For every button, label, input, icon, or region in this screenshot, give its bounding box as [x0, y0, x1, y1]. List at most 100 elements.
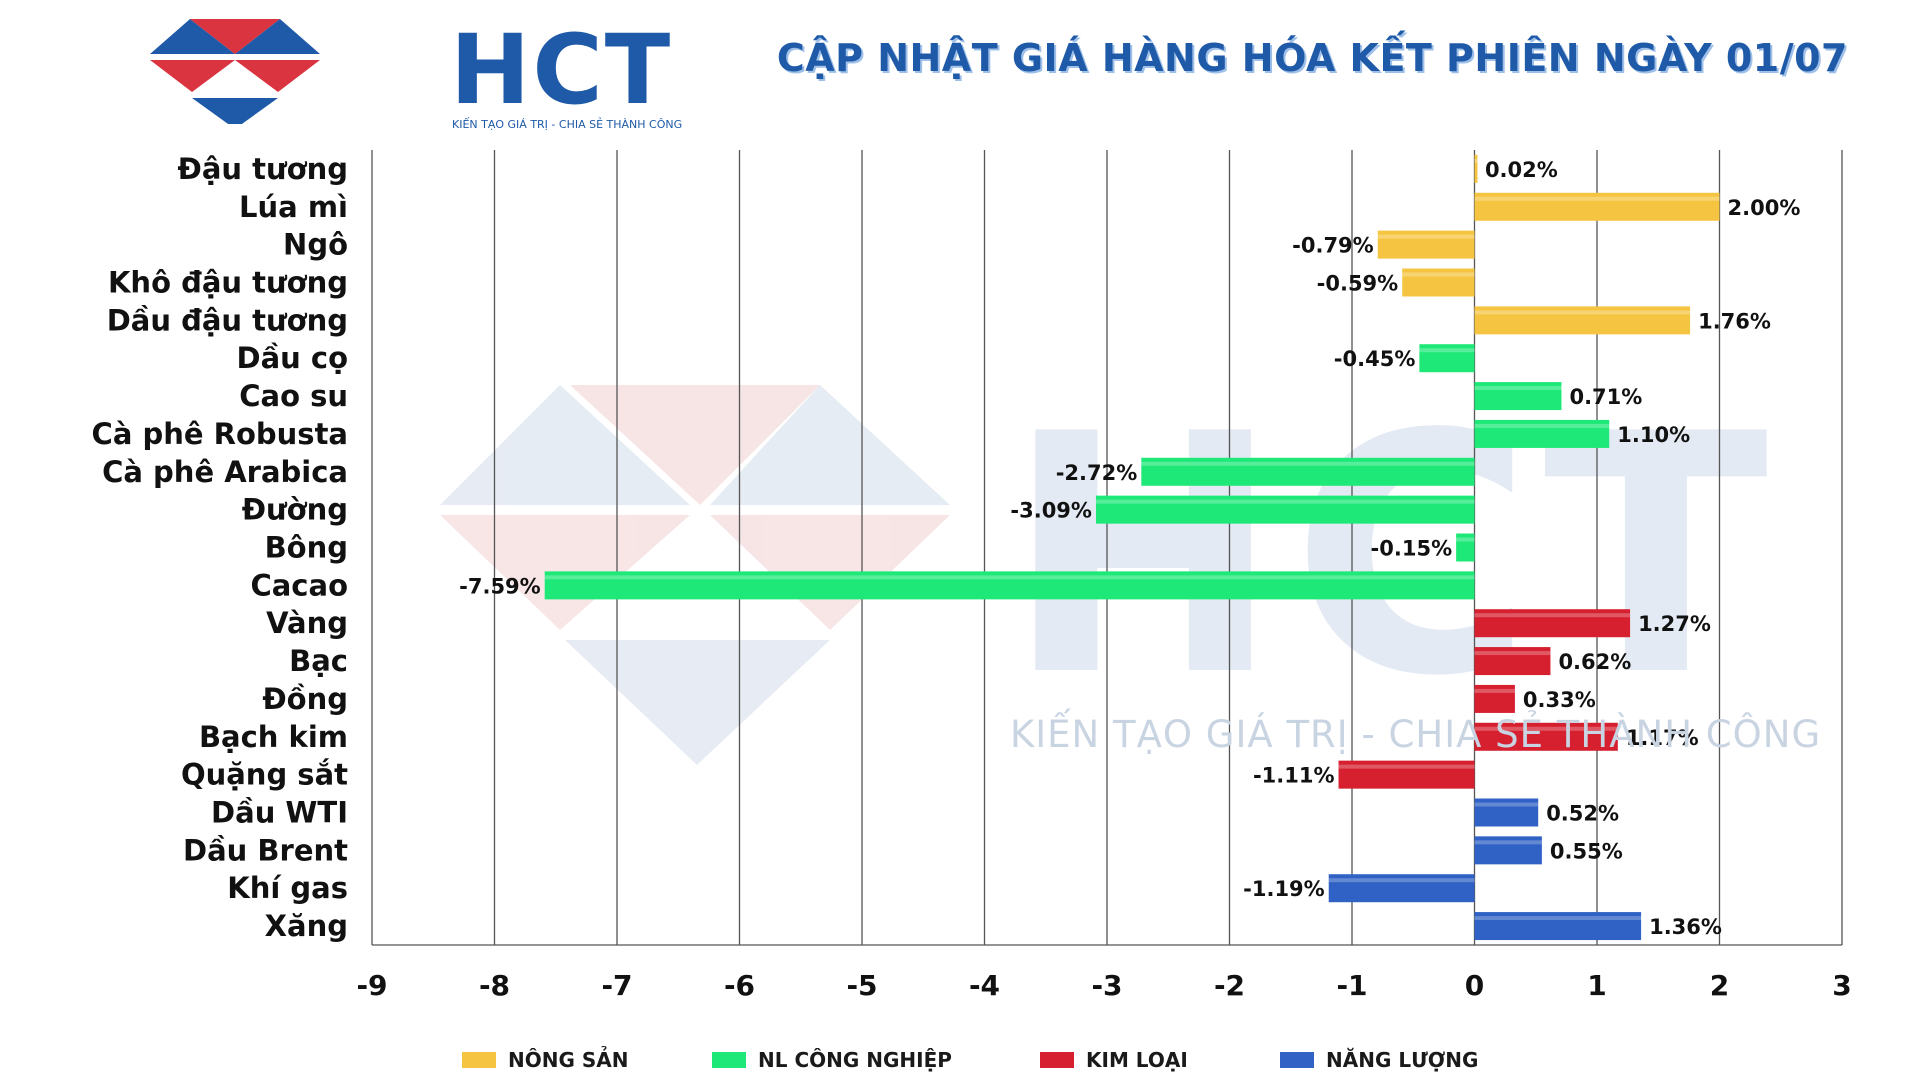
bar-highlight: [1141, 461, 1475, 466]
watermark: HCT: [440, 364, 1778, 765]
bar-highlight: [1377, 234, 1475, 239]
x-tick-label: -7: [601, 969, 632, 1002]
legend: NÔNG SẢN NL CÔNG NGHIỆP KIM LOẠI NĂNG LƯỢNG: [0, 1045, 1920, 1075]
bar-highlight: [1328, 878, 1475, 883]
category-label: Lúa mì: [239, 190, 348, 224]
category-label: Bạch kim: [199, 720, 348, 754]
category-label: Cà phê Arabica: [102, 455, 348, 489]
x-tick-label: 0: [1465, 969, 1484, 1002]
bar-highlight: [1474, 158, 1478, 163]
bar: [1338, 760, 1475, 789]
bars: [544, 154, 1720, 941]
data-label: 1.10%: [1617, 423, 1690, 447]
category-label: Cà phê Robusta: [92, 417, 348, 451]
category-label: Dầu đậu tương: [107, 303, 348, 337]
bar: [1095, 495, 1475, 524]
x-tick-label: -5: [846, 969, 877, 1002]
bar: [1456, 533, 1475, 562]
data-label: -0.45%: [1334, 347, 1416, 371]
legend-label: NL CÔNG NGHIỆP: [758, 1048, 952, 1072]
x-tick-label: -8: [479, 969, 510, 1002]
category-label: Dầu cọ: [237, 341, 349, 375]
category-label: Ngô: [283, 228, 348, 262]
bar: [1474, 684, 1515, 713]
category-label: Dầu Brent: [183, 833, 348, 867]
bar-highlight: [1474, 688, 1515, 693]
data-label: -7.59%: [459, 574, 541, 598]
data-label: 0.52%: [1546, 802, 1619, 826]
page-title: CẬP NHẬT GIÁ HÀNG HÓA KẾT PHIÊN NGÀY 01/…: [776, 36, 1848, 80]
bar-highlight: [1474, 916, 1642, 921]
category-label: Đường: [242, 493, 348, 527]
data-label: -1.11%: [1253, 764, 1335, 788]
x-tick-label: -2: [1214, 969, 1245, 1002]
bar-highlight: [1474, 651, 1551, 656]
bar: [1474, 912, 1642, 941]
legend-label: KIM LOẠI: [1086, 1048, 1188, 1072]
x-tick-label: 1: [1587, 969, 1606, 1002]
logo-tagline: KIẾN TẠO GIÁ TRỊ - CHIA SẺ THÀNH CÔNG: [452, 118, 683, 131]
watermark-logo-text: HCT: [1005, 364, 1778, 748]
data-label: 0.02%: [1485, 158, 1558, 182]
x-tick-label: -9: [356, 969, 387, 1002]
data-label: -0.59%: [1317, 272, 1399, 296]
bar-highlight: [1456, 537, 1475, 542]
bar: [1474, 836, 1542, 865]
category-label: Vàng: [266, 606, 348, 640]
category-label: Khí gas: [227, 871, 348, 905]
x-tick-label: -1: [1336, 969, 1367, 1002]
legend-swatch: [462, 1052, 496, 1068]
x-tick-label: -4: [969, 969, 1000, 1002]
bar: [1328, 874, 1475, 903]
watermark-tagline: KIẾN TẠO GIÁ TRỊ - CHIA SẺ THÀNH CÔNG: [1010, 713, 1822, 756]
data-label: -0.15%: [1371, 537, 1453, 561]
category-label: Đậu tương: [178, 152, 348, 186]
logo-text: HCT: [450, 14, 673, 126]
bar-highlight: [1474, 613, 1631, 618]
bar: [1474, 154, 1478, 183]
x-tick-label: -3: [1091, 969, 1122, 1002]
bar-highlight: [1474, 386, 1562, 391]
legend-swatch: [1280, 1052, 1314, 1068]
data-label: 1.76%: [1698, 309, 1771, 333]
bar-highlight: [544, 575, 1475, 580]
diamond-logo-icon: [150, 19, 320, 124]
legend-item: KIM LOẠI: [1040, 1045, 1188, 1075]
bar: [1474, 192, 1720, 221]
bar: [1419, 344, 1475, 373]
data-label: 1.17%: [1626, 726, 1699, 750]
category-label: Quặng sắt: [181, 758, 348, 792]
bar-highlight: [1474, 310, 1691, 315]
data-label: 2.00%: [1728, 196, 1801, 220]
bar-highlight: [1474, 423, 1610, 428]
data-label: 0.71%: [1569, 385, 1642, 409]
data-label: 0.62%: [1558, 650, 1631, 674]
hct-logo: HCT KIẾN TẠO GIÁ TRỊ - CHIA SẺ THÀNH CÔN…: [150, 14, 682, 131]
data-label: -3.09%: [1010, 499, 1092, 523]
category-label: Cao su: [239, 379, 348, 413]
x-tick-label: 2: [1710, 969, 1729, 1002]
legend-label: NÔNG SẢN: [508, 1048, 629, 1072]
category-label: Cacao: [250, 568, 348, 602]
bar: [1474, 382, 1562, 411]
x-tick-label: 3: [1832, 969, 1851, 1002]
data-label: 1.27%: [1638, 612, 1711, 636]
bar-highlight: [1419, 348, 1475, 353]
bar: [1474, 798, 1539, 827]
bar-highlight: [1474, 802, 1539, 807]
labels: -9 -8 -7 -6 -5 -4 -3 -2 -1 0 1 2 3 Đậu tương 0.02% Lúa …: [92, 152, 1852, 1002]
bar-highlight: [1338, 764, 1475, 769]
bar: [1474, 419, 1610, 448]
legend-label: NĂNG LƯỢNG: [1326, 1048, 1479, 1072]
legend-item: NL CÔNG NGHIỆP: [712, 1045, 952, 1075]
data-label: -2.72%: [1056, 461, 1138, 485]
data-label: 1.36%: [1649, 915, 1722, 939]
data-label: 0.55%: [1550, 839, 1623, 863]
bar: [1474, 647, 1551, 676]
bar: [1474, 609, 1631, 638]
x-tick-label: -6: [724, 969, 755, 1002]
bar: [544, 571, 1475, 600]
legend-item: NĂNG LƯỢNG: [1280, 1045, 1478, 1075]
category-label: Dầu WTI: [211, 796, 348, 830]
